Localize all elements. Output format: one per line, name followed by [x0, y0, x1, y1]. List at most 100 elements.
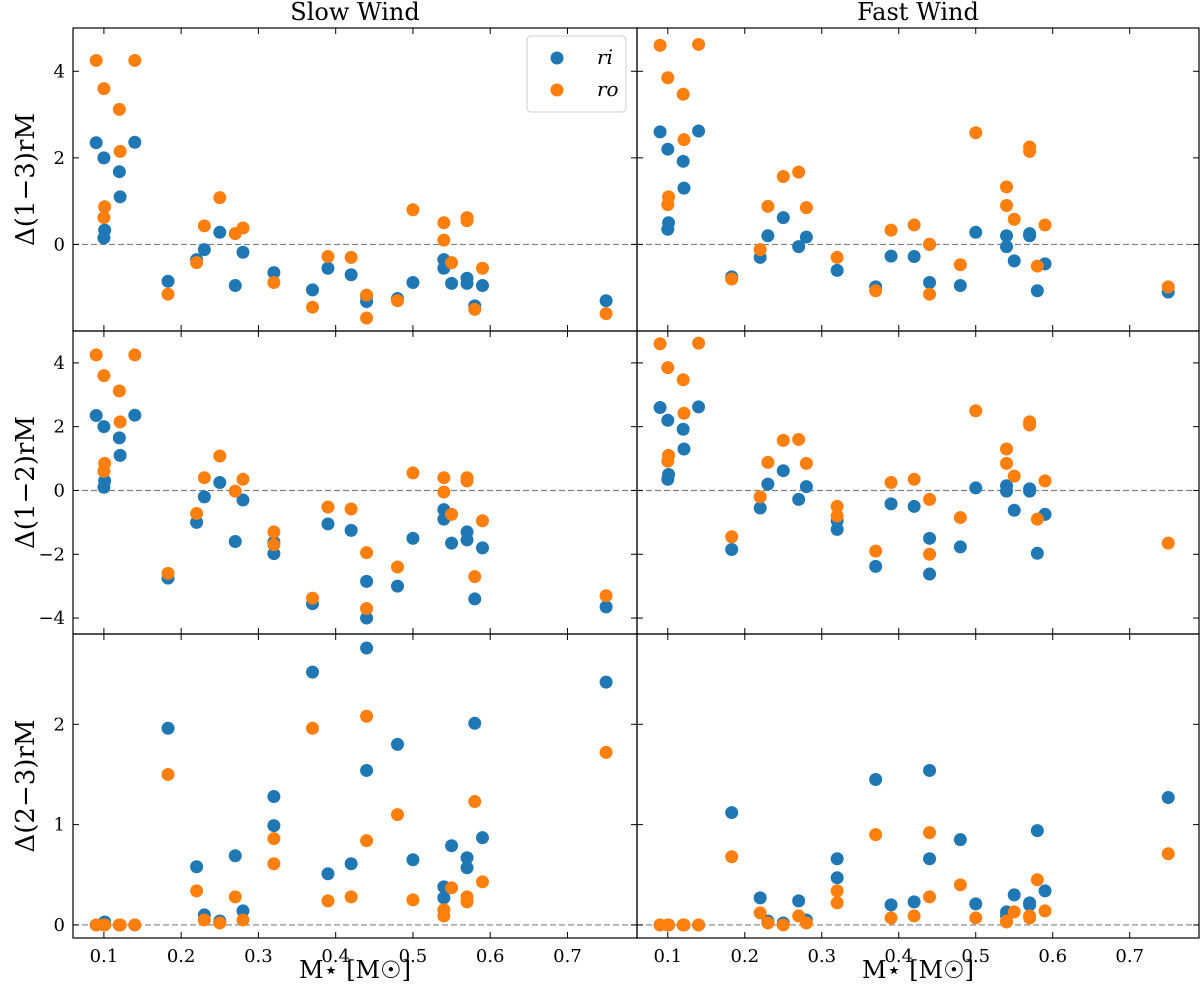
y-tick-label: 1	[54, 815, 65, 836]
data-point-ro	[406, 203, 420, 217]
data-point-ri	[1023, 484, 1037, 498]
data-point-ri	[460, 276, 474, 290]
x-tick-label: 0.3	[807, 946, 836, 967]
data-point-ro	[692, 37, 706, 51]
x-tick-label: 0.7	[553, 946, 582, 967]
x-axis-label: M⋆ [M☉]	[862, 956, 974, 984]
data-point-ro	[390, 808, 404, 822]
x-tick-label: 0.7	[1115, 946, 1144, 967]
data-point-ro	[475, 261, 489, 275]
data-point-ri	[98, 223, 112, 237]
data-point-ro	[923, 237, 937, 251]
data-point-ro	[599, 589, 613, 603]
x-tick-label: 0.6	[476, 946, 505, 967]
data-point-ro	[761, 455, 775, 469]
data-point-ri	[792, 492, 806, 506]
data-point-ri	[725, 542, 739, 556]
data-point-ri	[776, 464, 790, 478]
x-tick-label: 0.1	[90, 946, 119, 967]
data-point-ri	[869, 772, 883, 786]
data-point-ro	[830, 250, 844, 264]
data-point-ri	[923, 567, 937, 581]
data-point-ro	[306, 591, 320, 605]
data-point-ro	[468, 795, 482, 809]
data-point-ri	[884, 249, 898, 263]
data-point-ri	[161, 721, 175, 735]
data-point-ri	[344, 523, 358, 537]
data-point-ro	[267, 525, 281, 539]
data-point-ri	[753, 891, 767, 905]
data-point-ri	[98, 474, 112, 488]
data-point-ro	[468, 570, 482, 584]
data-point-ro	[869, 284, 883, 298]
data-point-ro	[213, 916, 227, 930]
data-point-ro	[677, 406, 691, 420]
data-point-ri	[799, 230, 813, 244]
data-point-ri	[1007, 503, 1021, 517]
data-point-ro	[776, 169, 790, 183]
legend-marker-ro	[550, 83, 564, 97]
data-point-ro	[676, 373, 690, 387]
data-point-ro	[725, 530, 739, 544]
data-point-ri	[97, 151, 111, 165]
data-point-ro	[692, 918, 706, 932]
data-point-ro	[98, 918, 112, 932]
x-tick-label: 0.5	[961, 946, 990, 967]
x-tick-label: 0.2	[730, 946, 759, 967]
y-tick-label: 4	[54, 353, 65, 374]
data-point-ro	[969, 911, 983, 925]
data-point-ro	[907, 909, 921, 923]
data-point-ri	[1030, 824, 1044, 838]
column-title: Fast Wind	[857, 0, 979, 26]
data-point-ro	[306, 721, 320, 735]
data-point-ro	[437, 471, 451, 485]
data-point-ro	[267, 276, 281, 290]
data-point-ro	[1161, 847, 1175, 861]
x-tick-label: 0.4	[321, 946, 350, 967]
data-point-ro	[97, 369, 111, 383]
data-point-ri	[1000, 240, 1014, 254]
data-point-ro	[112, 102, 126, 116]
x-tick-label: 0.2	[167, 946, 196, 967]
data-point-ro	[344, 890, 358, 904]
data-point-ri	[344, 857, 358, 871]
data-point-ri	[830, 852, 844, 866]
data-point-ro	[1000, 915, 1014, 929]
data-point-ro	[390, 294, 404, 308]
data-point-ro	[89, 53, 103, 67]
data-point-ri	[677, 181, 691, 195]
data-point-ro	[437, 233, 451, 247]
data-point-ri	[923, 763, 937, 777]
data-point-ri	[112, 431, 126, 445]
data-point-ri	[1023, 896, 1037, 910]
data-point-ri	[468, 592, 482, 606]
data-point-ri	[599, 294, 613, 308]
data-point-ro	[1030, 259, 1044, 273]
y-tick-label: 2	[54, 417, 65, 438]
data-point-ri	[445, 536, 459, 550]
data-point-ro	[475, 514, 489, 528]
data-point-ri	[1023, 227, 1037, 241]
data-point-ro	[869, 828, 883, 842]
data-point-ro	[113, 415, 127, 429]
data-point-ro	[360, 601, 374, 615]
data-point-ri	[907, 250, 921, 264]
data-point-ri	[267, 266, 281, 280]
data-point-ri	[1030, 284, 1044, 298]
data-point-ro	[953, 878, 967, 892]
data-point-ri	[677, 442, 691, 456]
data-point-ro	[662, 190, 676, 204]
data-point-ro	[161, 767, 175, 781]
data-point-ri	[360, 611, 374, 625]
data-point-ro	[128, 53, 142, 67]
data-point-ri	[228, 535, 242, 549]
data-point-ri	[599, 600, 613, 614]
data-point-ro	[792, 165, 806, 179]
data-point-ro	[1038, 474, 1052, 488]
data-point-ri	[321, 517, 335, 531]
data-point-ro	[161, 287, 175, 301]
data-point-ro	[725, 850, 739, 864]
data-point-ro	[599, 745, 613, 759]
data-point-ro	[197, 913, 211, 927]
data-point-ro	[1161, 280, 1175, 294]
